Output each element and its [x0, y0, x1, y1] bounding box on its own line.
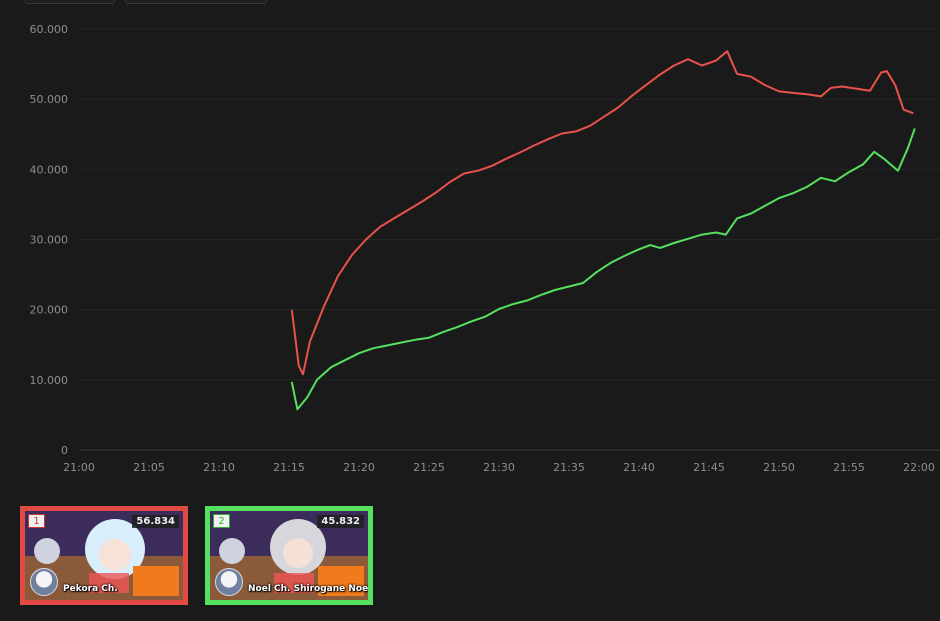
channel-avatar [30, 568, 58, 596]
y-axis-ticks: 0 10.000 20.000 30.000 40.000 50.000 60.000 [30, 23, 69, 457]
x-tick-label: 21:25 [413, 461, 445, 474]
series-line-2 [290, 128, 916, 411]
channel-avatar [215, 568, 243, 596]
x-tick-label: 21:20 [343, 461, 375, 474]
y-tick-label: 60.000 [30, 23, 69, 36]
x-tick-label: 21:00 [63, 461, 95, 474]
x-tick-label: 21:40 [623, 461, 655, 474]
rank-badge: 1 [28, 514, 45, 528]
stream-card-1[interactable]: 1 56.834 Pekora Ch. [20, 506, 188, 605]
stream-card-2[interactable]: 2 45.832 Noel Ch. Shirogane Noel [205, 506, 373, 605]
x-tick-label: 22:00 [903, 461, 935, 474]
y-tick-label: 30.000 [30, 234, 69, 247]
top-tab-2[interactable] [125, 0, 267, 4]
viewer-count: 56.834 [132, 515, 179, 528]
y-tick-label: 50.000 [30, 93, 69, 106]
x-tick-label: 21:30 [483, 461, 515, 474]
y-tick-label: 40.000 [30, 163, 69, 176]
y-tick-label: 0 [61, 444, 68, 457]
x-tick-label: 21:05 [133, 461, 165, 474]
line-chart: 0 10.000 20.000 30.000 40.000 50.000 60.000 21… [30, 23, 940, 474]
y-tick-label: 10.000 [30, 374, 69, 387]
rank-badge: 2 [213, 514, 230, 528]
x-tick-label: 21:45 [693, 461, 725, 474]
x-tick-label: 21:15 [273, 461, 305, 474]
series-lines [290, 50, 916, 411]
x-tick-label: 21:10 [203, 461, 235, 474]
x-tick-label: 21:55 [833, 461, 865, 474]
x-axis-ticks: 21:00 21:05 21:10 21:15 21:20 21:25 21:30 21:35… [63, 461, 935, 474]
channel-name: Noel Ch. Shirogane Noel [248, 584, 372, 594]
channel-name: Pekora Ch. [63, 584, 118, 594]
series-line-1 [290, 50, 914, 376]
viewer-count: 45.832 [317, 515, 364, 528]
x-tick-label: 21:50 [763, 461, 795, 474]
top-tab-1[interactable] [25, 0, 115, 4]
x-tick-label: 21:35 [553, 461, 585, 474]
y-tick-label: 20.000 [30, 304, 69, 317]
grid-lines [79, 28, 940, 451]
